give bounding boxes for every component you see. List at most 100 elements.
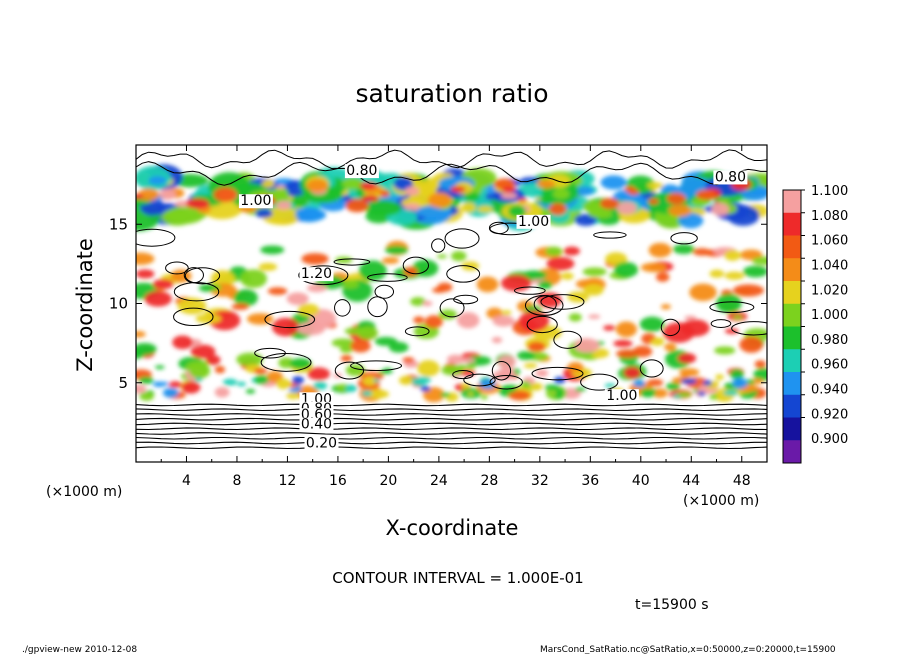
field-patch (334, 256, 353, 264)
field-patch (479, 378, 496, 390)
x-tick-label: 16 (329, 473, 347, 489)
contour-line (136, 403, 767, 407)
field-patch (345, 384, 358, 392)
field-patch (677, 353, 697, 364)
field-patch (516, 351, 536, 361)
field-patch (137, 188, 160, 201)
field-patch (554, 388, 565, 394)
contour-loop (533, 295, 557, 314)
field-patch (254, 375, 269, 385)
field-patch (508, 390, 531, 401)
x-tick-label: 4 (182, 473, 191, 489)
field-patch (662, 322, 695, 343)
field-patch (742, 265, 767, 278)
field-patch (648, 198, 659, 205)
footer-right: MarsCond_SatRatio.nc@SatRatio,x=0:50000,… (540, 645, 836, 654)
contour-loop (334, 299, 351, 317)
field-patch (236, 352, 264, 367)
field-patch (446, 354, 465, 365)
contour-loop (367, 296, 388, 318)
field-patch (461, 383, 470, 390)
field-patch (544, 384, 560, 390)
field-patch (289, 358, 312, 370)
field-patch (144, 290, 172, 307)
contour-loop (553, 330, 582, 349)
contour-label: 1.20 (301, 266, 332, 282)
contour-interval-note: CONTOUR INTERVAL = 1.000E-01 (332, 569, 583, 587)
x-tick-label: 12 (279, 473, 297, 489)
field-patch (588, 208, 613, 219)
contour-loop (731, 321, 767, 336)
field-patch (615, 349, 640, 358)
contour-loop (431, 238, 446, 253)
field-patch (417, 360, 440, 377)
contour-loop (489, 222, 533, 236)
field-patch (684, 315, 697, 320)
field-patch (340, 355, 353, 362)
field-patch (358, 260, 387, 281)
x-tick-label: 48 (733, 473, 751, 489)
field-patch (665, 382, 681, 391)
field-patch (161, 208, 194, 226)
field-patch (364, 200, 402, 217)
field-patch (437, 282, 453, 292)
field-patch (588, 314, 601, 319)
field-patch (561, 272, 574, 280)
field-patch (456, 312, 480, 329)
colorbar-tick-label: 1.100 (811, 184, 848, 199)
field-patch (424, 315, 443, 329)
contour-label-bg (713, 170, 748, 185)
field-patch (403, 203, 421, 210)
contour-label: 0.80 (346, 163, 377, 179)
field-patch (286, 392, 300, 400)
field-patch (373, 378, 380, 383)
field-patch (402, 357, 415, 363)
field-patch (546, 256, 575, 271)
field-patch (378, 370, 389, 375)
field-patch (563, 246, 581, 256)
field-patch (313, 381, 328, 390)
field-patch (724, 271, 745, 280)
field-patch (678, 212, 704, 229)
x-tick-label: 20 (379, 473, 397, 489)
field-patch (603, 325, 616, 331)
contour-line (136, 413, 767, 416)
contour-loop (670, 232, 698, 245)
field-patch (136, 331, 146, 338)
field-patch (548, 203, 567, 216)
contour-label-bg (344, 164, 379, 179)
field-patch (341, 279, 359, 289)
contour-loop (260, 352, 312, 372)
contour-loop (531, 366, 584, 381)
field-patch (138, 376, 154, 385)
field-patch (714, 346, 736, 355)
z-tick-label: 10 (109, 295, 128, 313)
contour-loop (526, 315, 558, 334)
field-patch (491, 336, 503, 344)
field-patch (136, 269, 155, 279)
field-patch (136, 193, 144, 200)
x-tick-label: 28 (480, 473, 498, 489)
field-patch (521, 270, 547, 280)
field-patch (461, 202, 476, 213)
field-patch (672, 244, 695, 255)
field-patch (647, 379, 664, 387)
field-patch (436, 254, 448, 259)
contour-loop (444, 228, 480, 249)
x-tick-label: 32 (531, 473, 549, 489)
field-patch (723, 390, 739, 396)
contour-loop (639, 359, 664, 378)
field-patch (679, 368, 700, 377)
field-patch (398, 375, 413, 385)
contour-label-bg (238, 194, 273, 209)
field-patch (253, 367, 268, 375)
field-patch (692, 248, 711, 256)
field-patch (410, 297, 426, 307)
field-patch (650, 338, 665, 346)
field-patch (189, 363, 211, 379)
field-patch (214, 365, 226, 374)
x-tick-label: 8 (232, 473, 241, 489)
field-patch (181, 381, 201, 394)
field-patch (159, 188, 176, 200)
